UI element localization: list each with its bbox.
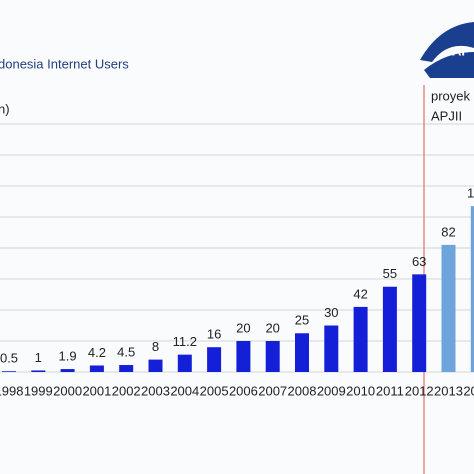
x-tick-label: 2011	[376, 383, 404, 398]
x-tick-label: 2003	[141, 383, 170, 398]
x-tick-label: 2004	[170, 383, 199, 398]
x-tick-label: 2006	[229, 383, 258, 398]
x-tick-label: 2007	[258, 383, 287, 398]
value-label: 25	[295, 313, 309, 328]
bar	[31, 370, 46, 372]
value-label: 20	[236, 320, 250, 335]
annotation: proyek	[431, 88, 471, 103]
bar	[119, 365, 134, 372]
value-label: 107	[467, 186, 474, 201]
y-axis-label: n)	[0, 101, 10, 116]
x-tick-label: 2000	[53, 383, 82, 398]
value-label: 4.2	[88, 345, 106, 360]
value-label: 63	[412, 254, 426, 269]
bar	[236, 341, 251, 372]
value-label: 42	[353, 286, 367, 301]
annotation: APJII	[431, 108, 462, 123]
value-label: 55	[383, 266, 397, 281]
value-label: 4.5	[117, 344, 135, 359]
value-label: 20	[265, 320, 279, 335]
bar	[207, 347, 222, 372]
value-label: 16	[207, 327, 221, 342]
x-tick-label: 1999	[24, 383, 53, 398]
chart-title: donesia Internet Users	[0, 56, 129, 71]
bar	[2, 371, 16, 372]
x-tick-label: 2013	[434, 383, 463, 398]
value-label: 8	[152, 339, 159, 354]
bar	[412, 274, 427, 372]
value-label: 11.2	[173, 334, 197, 349]
bar	[382, 286, 397, 372]
bar	[265, 341, 280, 372]
value-label: 82	[441, 224, 455, 239]
bar	[60, 369, 75, 372]
x-tick-label: 2009	[317, 383, 346, 398]
x-tick-label: 2008	[288, 383, 317, 398]
bar	[353, 306, 368, 372]
value-label: 1	[35, 350, 42, 365]
logo-swoosh	[420, 22, 474, 62]
x-tick-label: 2005	[200, 383, 229, 398]
bar	[148, 359, 163, 372]
x-tick-label: 2001	[82, 383, 111, 398]
logo-band	[424, 52, 474, 78]
value-label: 30	[324, 305, 338, 320]
logo-text: AP	[452, 43, 470, 58]
bar	[441, 244, 456, 372]
value-label: 1.9	[59, 348, 77, 363]
bar	[324, 325, 339, 372]
x-tick-label: 2010	[346, 383, 375, 398]
x-tick-label: 2014	[463, 383, 474, 398]
bar	[177, 354, 192, 372]
x-tick-label: 1998	[0, 383, 23, 398]
bar	[470, 206, 474, 372]
bar	[295, 333, 309, 372]
x-tick-label: 2002	[112, 383, 141, 398]
bar	[89, 365, 104, 372]
x-tick-label: 2012	[405, 383, 434, 398]
value-label: 0.5	[0, 351, 18, 366]
